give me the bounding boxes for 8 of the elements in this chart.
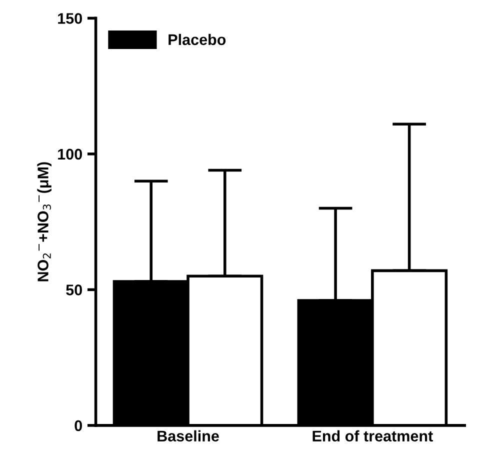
y-tick-label: 0 bbox=[74, 420, 82, 432]
x-tick-label: Baseline bbox=[158, 430, 219, 442]
y-axis-title: NO$_{2}$$^{−}$+NO$_{3}$$^{−}$(μM) bbox=[37, 162, 52, 282]
legend-label: Placebo bbox=[168, 34, 226, 46]
x-tick-label: End of treatment bbox=[312, 430, 433, 442]
y-tick-label: 150 bbox=[58, 13, 82, 24]
y-tick-label: 50 bbox=[66, 284, 82, 296]
y-tick-label: 100 bbox=[58, 148, 82, 160]
